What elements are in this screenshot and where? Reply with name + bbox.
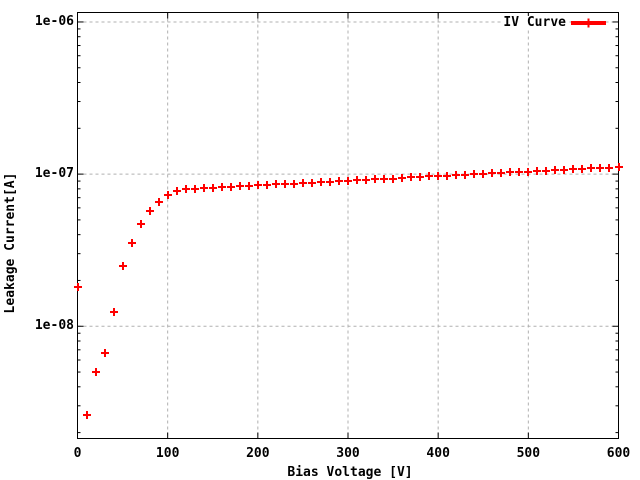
x-tick-label: 400 — [426, 446, 450, 461]
x-tick-label: 0 — [73, 446, 82, 461]
y-tick-label: 1e-08 — [34, 318, 74, 334]
x-tick-label: 100 — [155, 446, 180, 461]
legend-sample-marker — [584, 18, 593, 28]
x-tick-label: 300 — [336, 446, 360, 461]
x-axis-title: Bias Voltage [V] — [287, 465, 413, 480]
y-tick-label: 1e-07 — [34, 166, 74, 182]
x-tick-label: 200 — [246, 446, 270, 461]
y-tick-label: 1e-06 — [34, 13, 74, 29]
legend-label: IV Curve — [501, 15, 568, 30]
y-axis-title: Leakage Current[A] — [3, 172, 18, 314]
x-tick-label: 600 — [606, 446, 631, 461]
x-tick-label: 500 — [516, 446, 541, 461]
data-point-markers — [74, 163, 623, 419]
